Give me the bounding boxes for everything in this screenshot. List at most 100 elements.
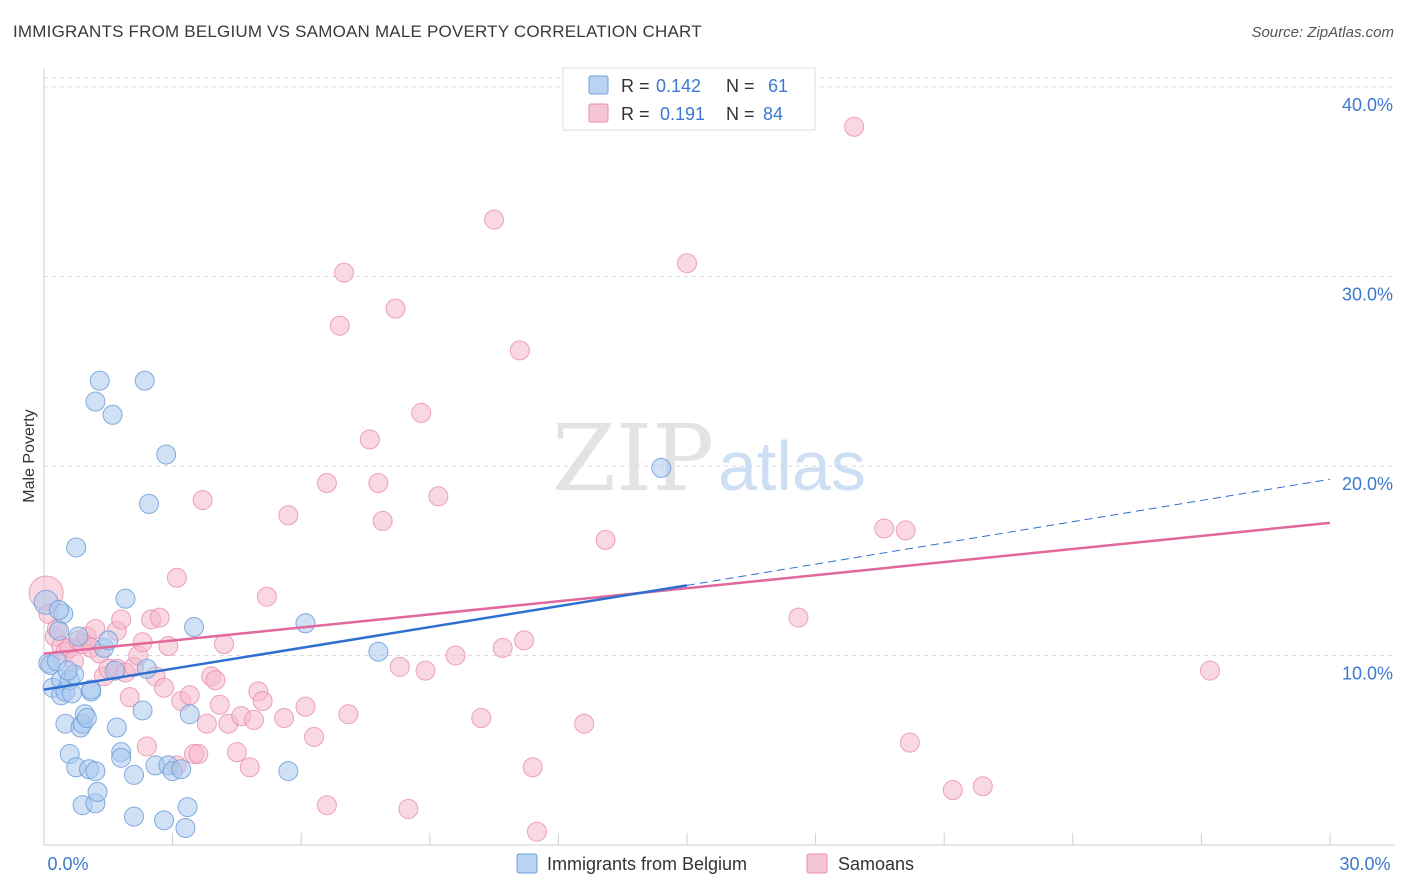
samoan-point [398, 798, 419, 819]
watermark-atlas: atlas [718, 427, 866, 505]
legend-n-value-belgium: 61 [768, 76, 788, 96]
samoan-point [188, 744, 209, 765]
legend-swatch-samoan [588, 103, 609, 123]
samoan-trend-line [43, 521, 1331, 655]
samoan-point [1199, 660, 1220, 681]
samoan-point [844, 116, 865, 137]
belgium-point [175, 817, 196, 838]
belgium-point [49, 600, 70, 621]
samoan-point [196, 713, 217, 734]
belgium-point [66, 537, 87, 558]
belgium-point [68, 626, 89, 647]
samoan-point [595, 529, 616, 550]
samoan-point [385, 298, 406, 319]
samoan-point [445, 645, 466, 666]
x-tick-marks [43, 833, 1331, 845]
belgium-point [98, 630, 119, 651]
belgium-point [49, 620, 70, 641]
bottom-legend-swatch-belgium [516, 853, 538, 874]
samoan-point [484, 209, 505, 230]
belgium-point [115, 588, 136, 609]
samoan-point [252, 690, 273, 711]
belgium-point [85, 391, 106, 412]
samoan-point [192, 490, 213, 511]
samoan-point [359, 429, 380, 450]
samoan-point [509, 340, 530, 361]
stats-legend: R = 0.142 N = 61 R = 0.191 N = 84 [562, 67, 816, 131]
samoan-point [256, 586, 277, 607]
y-axis-label: Male Poverty [21, 409, 38, 502]
belgium-point [171, 759, 192, 780]
bottom-legend-swatch-samoan [806, 853, 828, 874]
samoan-point [244, 709, 265, 730]
legend-n-value-samoan: 84 [763, 104, 783, 124]
samoan-point [514, 630, 535, 651]
legend-r-label-samoan: R = [621, 104, 650, 124]
samoan-point [899, 732, 920, 753]
samoan-point [329, 315, 350, 336]
belgium-point [89, 370, 110, 391]
x-tick-labels: 0.0% 30.0% [47, 854, 1390, 874]
samoan-point [942, 780, 963, 801]
y-tick-label: 10.0% [1342, 663, 1393, 683]
belgium-point [124, 806, 145, 827]
samoan-point [278, 505, 299, 526]
samoan-point [334, 262, 355, 283]
samoan-point [304, 726, 325, 747]
series-legend: Immigrants from Belgium Samoans [516, 853, 914, 874]
samoan-point [874, 518, 895, 539]
belgium-point [106, 717, 127, 738]
samoan-point [205, 670, 226, 691]
samoan-point [526, 821, 547, 842]
samoan-point [368, 473, 389, 494]
samoan-point [166, 567, 187, 588]
belgium-point [87, 781, 108, 802]
samoan-point [415, 660, 436, 681]
belgium-trend-line [43, 584, 688, 691]
samoan-point [136, 736, 157, 757]
belgium-point [154, 810, 175, 831]
belgium-point [132, 700, 153, 721]
chart-title: IMMIGRANTS FROM BELGIUM VS SAMOAN MALE P… [13, 22, 702, 41]
samoan-point [316, 795, 337, 816]
samoan-point [316, 473, 337, 494]
samoan-point [788, 607, 809, 628]
legend-r-label-belgium: R = [621, 76, 650, 96]
samoan-points [28, 116, 1220, 842]
watermark-zip: ZIP [552, 405, 714, 512]
belgium-point [85, 761, 106, 782]
legend-n-label-samoan: N = [726, 104, 755, 124]
samoan-point [214, 634, 235, 655]
samoan-point [372, 510, 393, 531]
legend-r-value-belgium: 0.142 [656, 76, 701, 96]
samoan-point [295, 696, 316, 717]
samoan-point [338, 704, 359, 725]
samoan-point [972, 776, 993, 797]
bottom-legend-label-belgium: Immigrants from Belgium [547, 854, 747, 874]
samoan-point [149, 607, 170, 628]
samoan-point [677, 253, 697, 274]
source-credit: Source: ZipAtlas.com [1251, 24, 1394, 41]
samoan-point [154, 677, 175, 698]
belgium-point [368, 641, 389, 662]
belgium-points [33, 370, 672, 838]
x-tick-label: 0.0% [47, 854, 88, 874]
belgium-point [179, 704, 200, 725]
y-tick-label: 30.0% [1342, 284, 1393, 304]
samoan-point [428, 486, 449, 507]
legend-n-label-belgium: N = [726, 76, 755, 96]
belgium-trend-extension [686, 478, 1331, 586]
belgium-point [57, 660, 78, 681]
belgium-point [651, 457, 672, 478]
samoan-point [226, 742, 247, 763]
x-tick-label: 30.0% [1339, 854, 1390, 874]
samoan-point [209, 694, 230, 715]
belgium-point [102, 404, 123, 425]
samoan-point [111, 609, 132, 630]
samoan-point [492, 637, 513, 658]
belgium-point [124, 764, 145, 785]
samoan-point [274, 708, 295, 729]
legend-r-value-samoan: 0.191 [660, 104, 705, 124]
samoan-point [119, 687, 140, 708]
